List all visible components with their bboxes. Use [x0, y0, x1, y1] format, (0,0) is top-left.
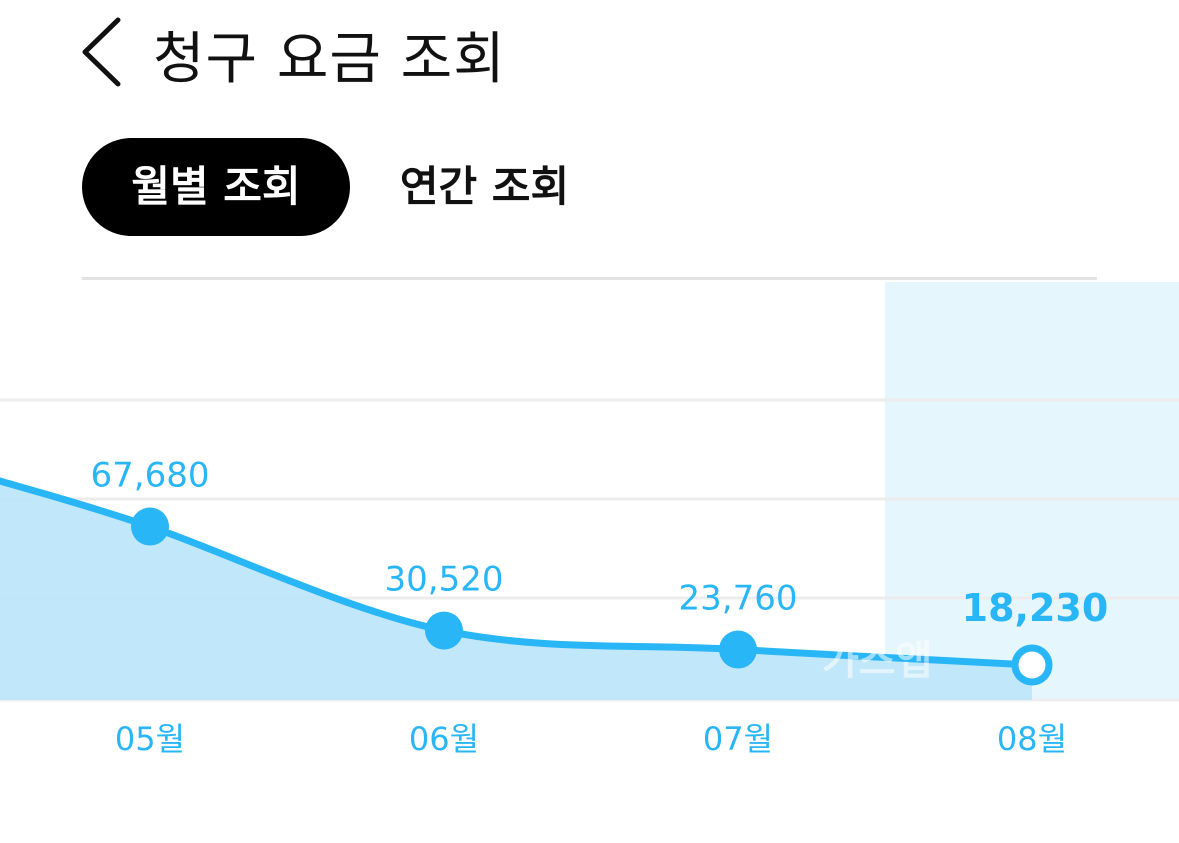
series-line — [0, 477, 1036, 669]
data-label: 18,230 — [962, 586, 1109, 630]
data-point-selected — [1011, 644, 1053, 686]
tab-yearly[interactable]: 연간 조회 — [399, 162, 570, 211]
area-fill — [0, 481, 1032, 700]
x-tick-label: 05월 — [115, 720, 185, 758]
tab-monthly[interactable]: 월별 조회 — [82, 138, 350, 236]
x-tick-label: 07월 — [703, 720, 773, 758]
x-tick-label: 08월 — [997, 720, 1067, 758]
data-label: 67,680 — [91, 456, 210, 496]
data-point — [719, 630, 757, 669]
header: 청구 요금 조회 — [0, 0, 1179, 110]
data-label: 30,520 — [385, 560, 504, 600]
data-point — [425, 611, 463, 650]
x-tick-label: 06월 — [409, 720, 479, 758]
chevron-left-icon — [70, 8, 140, 88]
data-label: 23,760 — [679, 579, 798, 619]
divider — [82, 277, 1097, 280]
selected-month-highlight — [885, 282, 1179, 700]
billing-chart: 67,680 05월 30,520 06월 23,760 07월 18,230 08월 — [0, 282, 1179, 758]
page-title: 청구 요금 조회 — [153, 27, 506, 92]
back-button[interactable] — [70, 8, 140, 88]
watermark: 가스앱 — [822, 638, 933, 684]
data-point — [131, 507, 169, 546]
